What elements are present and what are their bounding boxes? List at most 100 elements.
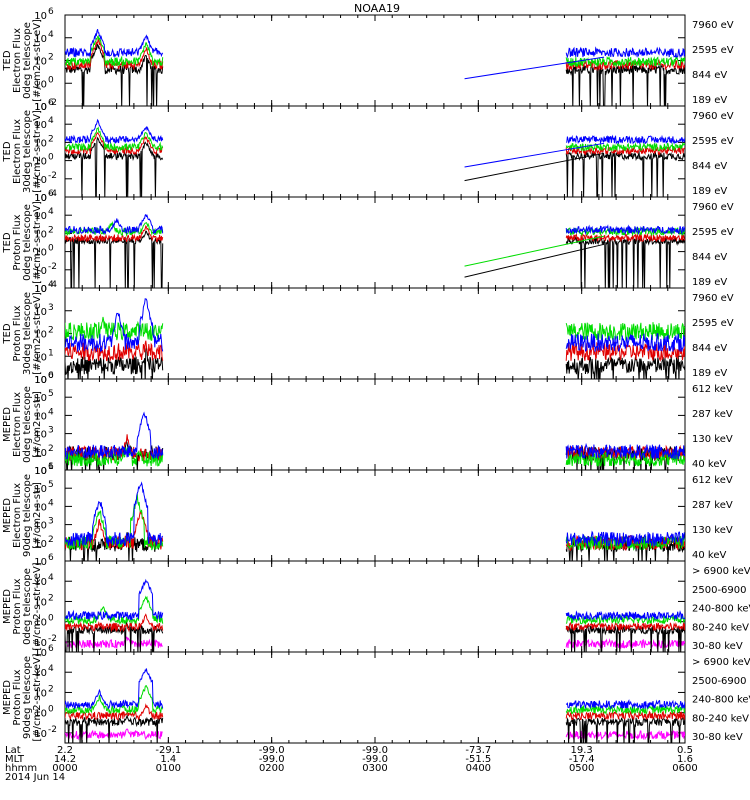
y-tick-label: 10	[34, 193, 47, 204]
y-tick-exponent: 6	[48, 189, 54, 199]
series-line-black	[565, 63, 685, 106]
series-line-green	[565, 704, 685, 716]
y-axis-label-line: [#/cm2-s-str-keV]	[32, 562, 43, 650]
y-tick-label: 10	[34, 557, 47, 568]
y-tick-label: 10	[34, 430, 47, 441]
y-tick-exponent: 5	[48, 480, 54, 490]
legend-entry: 240-800 keV	[692, 695, 750, 706]
series-line-blue	[65, 668, 164, 710]
legend-entry: 80-240 keV	[692, 713, 749, 724]
series-layer	[65, 118, 685, 197]
series-line-blue	[65, 481, 164, 547]
y-tick-exponent: 0	[48, 244, 54, 254]
y-tick-label: 10	[34, 375, 47, 386]
series-line-red	[65, 613, 164, 633]
x-row-label: Lat	[5, 745, 21, 756]
x-row-value: -99.0	[259, 745, 285, 756]
y-tick-label: 10	[34, 502, 47, 513]
y-tick-label: 10	[34, 102, 47, 113]
y-tick-label: 10	[34, 157, 47, 168]
y-tick-label: 10	[34, 466, 47, 477]
series-layer	[65, 298, 685, 379]
legend-entry: 189 eV	[692, 368, 727, 379]
y-tick-exponent: -2	[48, 98, 57, 108]
legend-entry: 844 eV	[692, 252, 727, 263]
y-tick-exponent: 2	[48, 684, 54, 694]
y-tick-exponent: 4	[48, 407, 54, 417]
x-row-value: 1.4	[160, 754, 176, 765]
series-layer	[65, 578, 685, 652]
y-tick-label: 10	[34, 688, 47, 699]
y-tick-exponent: 1	[48, 462, 54, 472]
series-line-green	[65, 685, 163, 715]
y-tick-label: 10	[34, 411, 47, 422]
legend-entry: 130 keV	[692, 525, 733, 536]
y-tick-exponent: 4	[48, 30, 54, 40]
legend-entry: 130 keV	[692, 434, 733, 445]
legend-entry: 2595 eV	[692, 136, 734, 147]
x-row-value: 0500	[569, 763, 594, 774]
y-axis-label-line: Electron Flux	[12, 392, 23, 457]
y-tick-exponent: 4	[48, 498, 54, 508]
y-tick-label: 10	[34, 648, 47, 659]
x-row-value: -99.0	[259, 754, 285, 765]
x-row-label: MLT	[5, 754, 25, 765]
y-axis-label-line: [#/cm2-s-str]	[32, 391, 43, 458]
y-tick-exponent: 0	[48, 75, 54, 85]
y-tick-exponent: 0	[48, 371, 54, 381]
y-axis-label-line: Electron Flux	[12, 483, 23, 548]
y-axis-label-line: 0deg telescope	[22, 22, 33, 99]
y-axis-label-line: 90deg telescope	[22, 656, 33, 739]
y-tick-label: 10	[34, 709, 47, 720]
y-axis-label-line: 0deg telescope	[22, 204, 33, 281]
y-tick-label: 10	[34, 266, 47, 277]
y-tick-label: 10	[34, 330, 47, 341]
y-axis-label-line: 30deg telescope	[22, 110, 33, 193]
legend-entry: 40 keV	[692, 550, 726, 561]
y-tick-exponent: 6	[48, 462, 54, 472]
x-row-value: -99.0	[362, 745, 388, 756]
y-axis-label-line: TED	[2, 141, 13, 162]
y-axis-label-line: [#/cm2-s-str]	[32, 482, 43, 549]
legend-entry: 189 eV	[692, 277, 727, 288]
x-row-value: -99.0	[362, 754, 388, 765]
x-row-value: 0400	[466, 763, 491, 774]
legend-entry: 287 keV	[692, 409, 733, 420]
y-tick-label: 10	[34, 352, 47, 363]
y-tick-label: 10	[34, 638, 47, 649]
y-tick-exponent: 0	[48, 705, 54, 715]
y-tick-label: 10	[34, 11, 47, 22]
y-tick-exponent: 4	[48, 280, 54, 290]
x-row-value: 0600	[672, 763, 697, 774]
y-tick-exponent: 3	[48, 517, 54, 527]
x-row-value: -17.4	[569, 754, 595, 765]
legend-entry: 80-240 keV	[692, 622, 749, 633]
legend-entry: 30-80 keV	[692, 641, 743, 652]
y-axis-label-line: 0deg telescope	[22, 568, 33, 645]
x-row-value: 0000	[52, 763, 77, 774]
y-tick-exponent: 2	[48, 225, 54, 235]
series-gap-line-black	[464, 152, 605, 182]
series-line-red	[65, 703, 164, 721]
y-tick-label: 10	[34, 138, 47, 149]
y-axis-label-line: TED	[2, 50, 13, 71]
series-line-green	[565, 142, 685, 152]
series-line-blue	[565, 530, 685, 547]
y-axis-label-line: TED	[2, 323, 13, 344]
series-line-green	[65, 316, 164, 341]
y-tick-exponent: 4	[48, 207, 54, 217]
x-row-value: 0.5	[677, 745, 693, 756]
y-tick-label: 10	[34, 79, 47, 90]
legend-entry: 2500-6900	[692, 585, 747, 596]
x-row-value: -73.7	[465, 745, 491, 756]
series-layer	[65, 213, 685, 288]
y-axis-label-line: MEPED	[2, 589, 13, 624]
y-tick-label: 10	[34, 175, 47, 186]
legend-entry: 7960 eV	[692, 202, 734, 213]
x-row-value: 0200	[259, 763, 284, 774]
y-tick-exponent: 5	[48, 389, 54, 399]
